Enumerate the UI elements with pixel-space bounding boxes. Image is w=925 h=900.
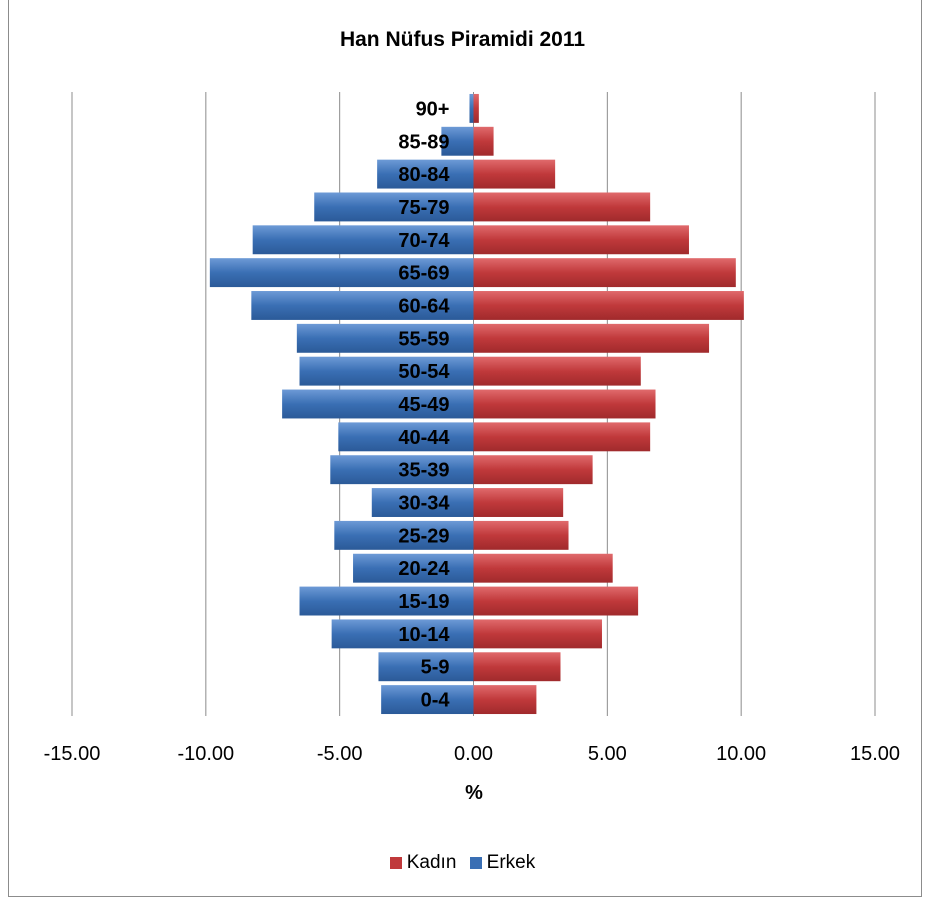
bar-kadin-40-44 [473,422,651,452]
bar-erkek-5-9 [378,652,474,682]
bars [209,93,744,715]
category-label: 0-4 [421,690,451,712]
bar-kadin-80-84 [473,159,556,189]
bar-erkek-90+ [469,93,474,123]
bar-erkek-85-89 [441,126,474,156]
category-labels: 0-4 5-9 10-14 15-19 20-24 25-29 30-34 35-39 40-4… [398,98,450,711]
category-label: 60-64 [398,295,450,317]
bar-erkek-65-69 [209,258,474,288]
bar-kadin-90+ [473,93,479,123]
bar-erkek-25-29 [334,520,474,550]
bar-kadin-75-79 [473,192,651,222]
bar-kadin-55-59 [473,323,710,353]
bar-kadin-5-9 [473,652,561,682]
bar-erkek-55-59 [296,323,474,353]
bar-kadin-25-29 [473,520,569,550]
bar-erkek-15-19 [299,586,474,616]
bar-kadin-65-69 [473,258,736,288]
bar-kadin-70-74 [473,225,689,255]
legend-label-erkek: Erkek [486,852,536,873]
category-label: 65-69 [398,263,449,285]
legend-swatch-erkek [469,857,482,869]
x-axis-label: % [465,782,483,804]
chart-title: Han Nüfus Piramidi 2011 [339,28,586,51]
bar-erkek-40-44 [338,422,474,452]
bar-kadin-35-39 [473,455,593,485]
category-label: 10-14 [398,624,450,646]
bar-erkek-0-4 [381,685,474,715]
bar-kadin-0-4 [473,685,537,715]
bar-erkek-50-54 [299,356,474,386]
bar-erkek-35-39 [330,455,474,485]
x-tick-labels: -15.00 -10.00 -5.00 0.00 5.00 10.00 15.00 [44,743,900,765]
category-label: 75-79 [398,197,449,219]
x-tick-label: 0.00 [454,743,493,765]
category-label: 70-74 [398,230,450,252]
x-tick-label: 15.00 [850,743,900,765]
legend: Kadın Erkek [0,852,925,875]
category-label: 90+ [416,98,450,120]
bar-kadin-60-64 [473,291,744,320]
legend-item-erkek: Erkek [469,852,536,874]
x-tick-label: -5.00 [317,743,363,765]
category-label: 15-19 [398,591,449,613]
legend-label-kadin: Kadın [406,852,457,873]
bar-kadin-15-19 [473,586,639,616]
category-label: 20-24 [398,558,450,580]
legend-item-kadin: Kadın [389,852,457,874]
bar-kadin-10-14 [473,619,602,649]
bar-erkek-10-14 [331,619,474,649]
bar-erkek-80-84 [377,159,474,189]
category-label: 5-9 [421,657,450,679]
category-label: 45-49 [398,394,449,416]
category-label: 30-34 [398,493,450,515]
legend-swatch-kadin [389,857,402,869]
bar-kadin-50-54 [473,356,641,386]
bar-erkek-45-49 [282,389,474,419]
bar-kadin-85-89 [473,126,494,156]
category-label: 55-59 [398,328,449,350]
x-tick-label: 10.00 [716,743,766,765]
bar-erkek-70-74 [252,225,474,255]
bar-kadin-20-24 [473,553,613,583]
bar-erkek-30-34 [371,488,474,517]
category-label: 40-44 [398,427,450,449]
x-tick-label: -15.00 [44,743,101,765]
bar-kadin-30-34 [473,488,564,517]
bar-erkek-20-24 [353,553,474,583]
category-label: 35-39 [398,460,449,482]
category-label: 25-29 [398,525,449,547]
x-tick-label: 5.00 [588,743,627,765]
category-label: 80-84 [398,164,450,186]
bar-erkek-75-79 [314,192,474,222]
category-label: 85-89 [398,131,449,153]
bar-kadin-45-49 [473,389,656,419]
bar-erkek-60-64 [251,291,474,320]
category-label: 50-54 [398,361,450,383]
x-tick-label: -10.00 [177,743,234,765]
